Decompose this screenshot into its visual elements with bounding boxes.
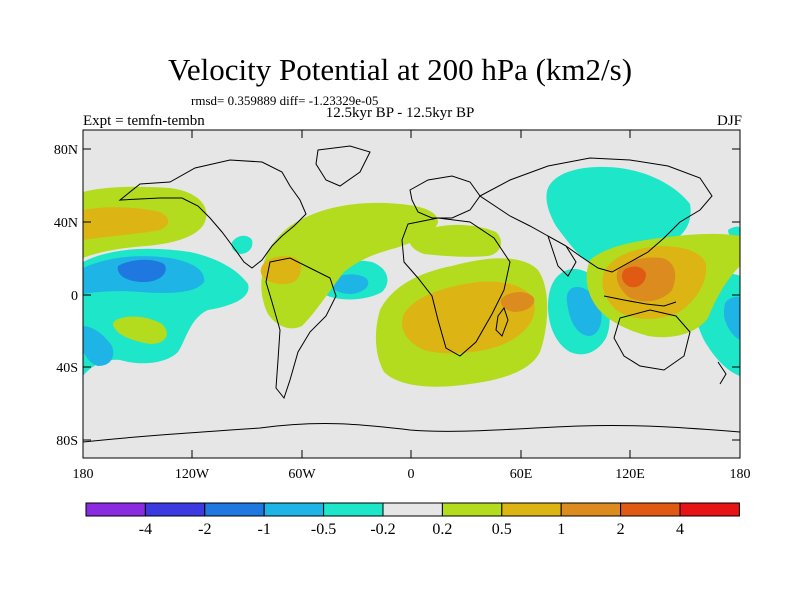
- contour-pos-pacific-sw: [113, 316, 167, 344]
- colorbar-label-5: 0.2: [432, 521, 452, 538]
- coastlines: [83, 145, 740, 443]
- colorbar-swatch-3: [263, 502, 325, 517]
- chart-title: Velocity Potential at 200 hPa (km2/s): [167, 52, 633, 87]
- colorbar-label-7: 1: [557, 521, 565, 538]
- colorbar-swatch-0: [85, 502, 146, 517]
- colorbar-label-3: -0.5: [311, 521, 336, 538]
- contour-neg-east-pac-mod: [724, 296, 740, 340]
- contour-neg-pacific-sw: [83, 326, 114, 366]
- lon-label-180e: 180: [730, 467, 751, 482]
- colorbar-label-6: 0.5: [492, 521, 512, 538]
- coast-north-america: [118, 159, 307, 269]
- colorbar-swatch-10: [679, 502, 740, 517]
- lon-label-0: 0: [408, 467, 415, 482]
- contour-pos-caribbean: [260, 256, 302, 285]
- coast-indonesia: [603, 295, 677, 307]
- coast-india: [547, 234, 577, 277]
- colorbar-swatch-7: [501, 502, 562, 517]
- colorbar-swatch-4: [323, 502, 384, 517]
- axis-labels: 80N 40N 0 40S 80S 180 120W 60W 0 60E 120…: [54, 143, 751, 482]
- map-frame: [82, 129, 741, 459]
- positive-contours: [83, 186, 740, 387]
- colorbar-label-9: 4: [676, 521, 684, 538]
- lon-label-60w: 60W: [288, 467, 316, 482]
- coast-africa: [401, 217, 511, 357]
- colorbar-swatch-2: [204, 502, 265, 517]
- season-label: DJF: [716, 113, 742, 129]
- colorbar: -4 -2 -1 -0.5 -0.2 0.2 0.5 1 2 4: [85, 502, 740, 538]
- lat-label-40s: 40S: [56, 361, 78, 376]
- lon-label-120w: 120W: [175, 467, 210, 482]
- coast-antarctica: [83, 423, 740, 443]
- colorbar-label-2: -1: [258, 521, 271, 538]
- colorbar-label-8: 2: [617, 521, 625, 538]
- contour-neg-pacific-core: [117, 259, 166, 282]
- experiment-label: Expt = temfn-tembn: [83, 113, 205, 129]
- stats-label: rmsd= 0.359889 diff= -1.23329e-05: [191, 93, 379, 108]
- lat-label-80s: 80S: [56, 434, 78, 449]
- frame-ticks: [83, 130, 740, 458]
- contour-pos-pacific-nw-mod: [83, 207, 169, 240]
- colorbar-label-4: -0.2: [370, 521, 395, 538]
- coast-greenland: [315, 145, 371, 187]
- map-plot: [83, 130, 740, 458]
- contour-neg-gulf: [231, 235, 253, 254]
- lon-label-180w: 180: [73, 467, 94, 482]
- colorbar-swatch-9: [620, 502, 681, 517]
- coast-south-america: [265, 257, 337, 400]
- contour-neg-atlantic-mod: [330, 274, 369, 294]
- coast-europe: [409, 175, 481, 219]
- contour-pos-africa-core: [500, 292, 535, 312]
- coast-australia: [613, 309, 691, 371]
- colorbar-label-0: -4: [139, 521, 152, 538]
- colorbar-label-1: -2: [198, 521, 211, 538]
- contour-pos-maritime-core: [621, 266, 646, 288]
- contour-pos-mideast: [409, 224, 502, 257]
- lat-label-80n: 80N: [54, 143, 78, 158]
- lon-label-120e: 120E: [615, 467, 645, 482]
- colorbar-swatch-1: [144, 502, 206, 517]
- colorbar-swatch-5: [382, 502, 443, 517]
- colorbar-swatch-8: [560, 502, 622, 517]
- coast-new-zealand: [717, 361, 727, 385]
- colorbar-swatch-6: [441, 502, 503, 517]
- coast-madagascar: [495, 306, 509, 337]
- lat-label-0: 0: [71, 289, 78, 304]
- contour-pos-north-africa: [261, 202, 438, 329]
- lon-label-60e: 60E: [510, 467, 533, 482]
- lat-label-40n: 40N: [54, 216, 78, 231]
- subtitle-label: 12.5kyr BP - 12.5kyr BP: [325, 105, 475, 121]
